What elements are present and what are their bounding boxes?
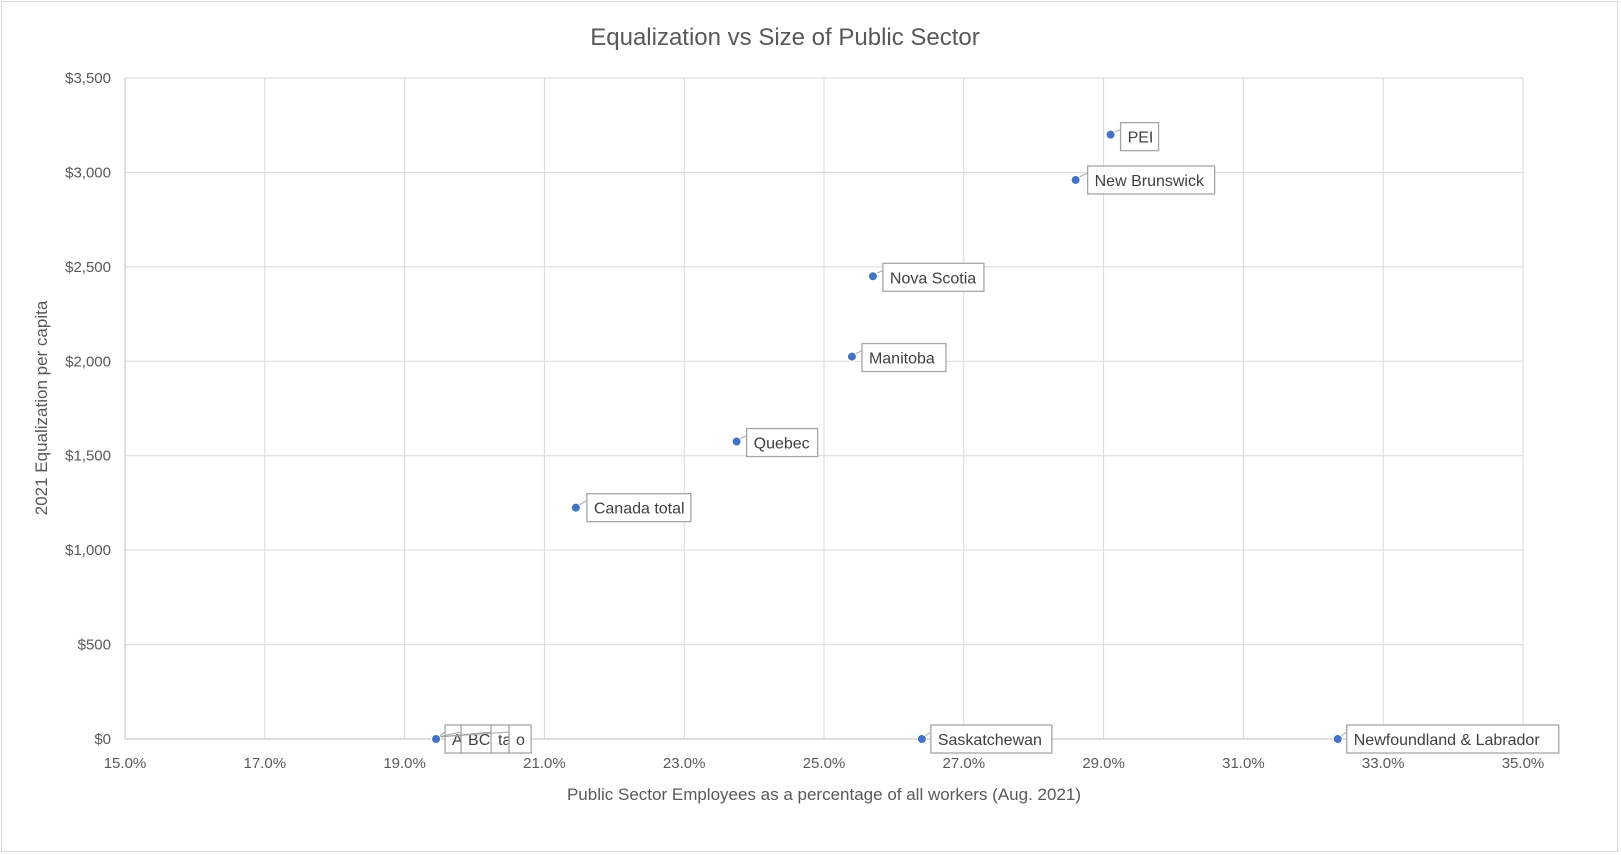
data-point [570,502,581,513]
x-tick-label: 25.0% [803,755,846,772]
x-tick-label: 17.0% [244,755,287,772]
y-tick-label: $3,500 [65,70,111,87]
y-tick-label: $1,500 [65,448,111,465]
y-axis-title: 2021 Equalization per capita [32,300,51,515]
label-box [1346,724,1560,754]
x-tick-label: 15.0% [104,755,147,772]
data-label: Quebec [738,427,819,458]
data-label-text: Saskatchewan [938,732,1042,749]
data-label-text: New Brunswick [1095,173,1205,190]
label-box [1086,165,1216,195]
y-tick-label: $1,000 [65,542,111,559]
data-label: Nova Scotia [874,262,985,292]
data-point [916,734,927,744]
label-box [1119,122,1160,152]
y-tick-labels: $0 $500 $1,000 $1,500 $2,000 $2,500 $3,000 $3,5… [65,70,111,748]
data-label-text: Newfoundland & Labrador [1354,732,1541,749]
data-label: Canada total [577,492,692,523]
y-tick-label: $3,000 [65,164,111,181]
data-point [1105,129,1116,140]
data-label-text: ta [498,732,511,749]
data-point [731,436,742,447]
data-label: New Brunswick [1077,165,1216,195]
data-label-text: Nova Scotia [890,270,976,287]
axes [124,78,1523,740]
data-label: Newfoundland & Labrador [1339,724,1560,754]
data-label-text: Manitoba [869,351,935,368]
x-tick-label: 31.0% [1222,755,1265,772]
y-tick-label: $2,500 [65,259,111,276]
x-tick-label: 19.0% [383,755,426,772]
data-point [431,734,442,744]
y-tick-label: $500 [78,637,111,654]
x-tick-label: 33.0% [1362,755,1405,772]
label-box [586,492,692,523]
data-points [431,129,1343,744]
gridlines [125,77,1524,739]
label-box [460,724,496,754]
x-tick-label: 21.0% [523,755,566,772]
data-label-text: Canada total [594,501,685,518]
data-label-text: o [516,732,525,749]
x-tick-label: 29.0% [1082,755,1125,772]
data-label: PEI [1112,122,1160,152]
x-tick-label: 27.0% [943,755,986,772]
data-label-text: A [452,732,463,749]
data-point [1332,734,1343,744]
x-axis-title: Public Sector Employees as a percentage … [567,785,1081,804]
data-label: Manitoba [853,342,947,373]
label-box [882,262,985,292]
data-label-text: PEI [1128,130,1154,147]
data-point [846,351,857,362]
label-box [745,427,819,458]
data-label-text: Quebec [754,436,810,453]
label-box [508,724,532,754]
data-label-text: BC [468,732,490,749]
x-tick-label: 23.0% [663,755,706,772]
data-label: o [438,724,532,754]
x-tick-label: 35.0% [1502,755,1545,772]
y-tick-label: $0 [94,731,111,748]
label-box [861,342,947,373]
data-point [1070,174,1081,185]
chart-title: Equalization vs Size of Public Sector [590,24,980,51]
data-label: BC [437,724,496,754]
data-labels: PEI New Brunswick Nova Scotia Manitoba Quebe… [437,122,1560,754]
label-box [930,724,1053,754]
y-tick-label: $2,000 [65,353,111,370]
x-tick-labels: 15.0% 17.0% 19.0% 21.0% 23.0% 25.0% 27.0% 29.0%… [104,755,1545,772]
label-leader-line [438,731,510,738]
data-label: Saskatchewan [923,724,1053,754]
data-point [867,271,878,282]
